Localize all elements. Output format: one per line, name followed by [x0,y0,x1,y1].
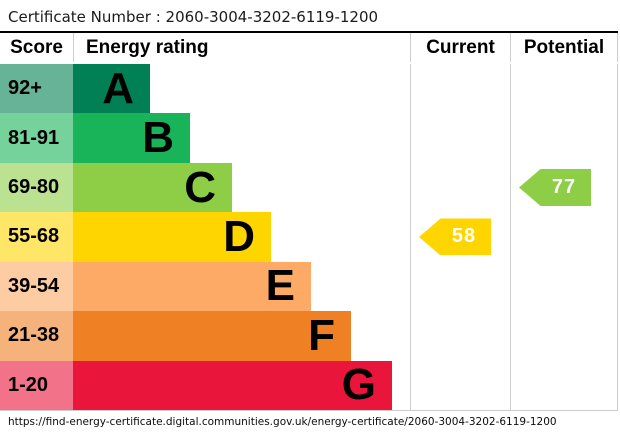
potential-cell [510,64,618,114]
current-cell [410,360,510,410]
band-score-cell: 69-80 [0,162,73,213]
potential-value: 77 [551,176,577,199]
band-row-c: 69-80 C 77 [0,162,618,213]
band-bar-area: D [73,211,410,262]
column-header-current: Current [410,33,510,62]
band-bar-area: C [73,162,410,213]
band-score-label: 21-38 [8,324,60,347]
band-bar: A [73,63,150,114]
band-score-cell: 39-54 [0,261,73,312]
current-value: 58 [451,225,477,248]
current-cell [410,311,510,361]
band-score-cell: 92+ [0,64,73,114]
band-score-label: 69-80 [8,176,60,199]
certificate-number: Certificate Number : 2060-3004-3202-6119… [8,8,379,26]
band-score-label: 1-20 [8,373,49,396]
band-bar-area: B [73,113,410,163]
potential-cell: 77 [510,162,618,213]
band-letter: A [102,63,134,113]
band-letter: D [223,211,255,261]
band-bar: F [73,310,351,361]
band-score-cell: 1-20 [0,360,73,410]
rating-bands: 92+ A 81-91 B 69-80 C 77 5 [0,64,618,410]
potential-cell [510,261,618,312]
band-bar: C [73,162,232,213]
band-score-label: 92+ [8,77,42,100]
band-row-g: 1-20 G [0,360,618,410]
current-cell [410,64,510,114]
band-score-label: 81-91 [8,126,60,149]
band-bar: G [73,360,392,410]
current-cell [410,162,510,213]
band-row-f: 21-38 F [0,310,618,361]
table-header-row: Score Energy rating Current Potential [0,33,618,64]
band-score-cell: 81-91 [0,113,73,163]
band-letter: G [341,360,376,410]
band-letter: C [184,162,216,212]
band-bar: B [73,113,190,163]
potential-arrow: 77 [519,169,591,207]
band-row-b: 81-91 B [0,113,618,163]
band-bar-area: E [73,261,410,312]
current-cell [410,113,510,163]
band-row-d: 55-68 D 58 [0,211,618,262]
band-row-a: 92+ A [0,63,618,114]
band-bar-area: A [73,63,410,114]
current-cell [410,261,510,312]
potential-cell [510,113,618,163]
band-row-e: 39-54 E [0,261,618,312]
current-cell: 58 [410,212,510,262]
band-bar: D [73,211,271,262]
band-bar: E [73,261,311,312]
potential-cell [510,212,618,262]
band-score-label: 55-68 [8,225,60,248]
column-header-potential: Potential [510,33,618,62]
epc-rating-table: Score Energy rating Current Potential 92… [0,31,618,411]
certificate-url: https://find-energy-certificate.digital.… [8,416,557,428]
band-score-cell: 21-38 [0,311,73,361]
column-header-score: Score [10,36,63,58]
potential-cell [510,360,618,410]
band-bar-area: F [73,310,410,361]
band-score-label: 39-54 [8,274,60,297]
current-arrow: 58 [419,218,491,256]
band-letter: B [142,113,174,163]
potential-cell [510,311,618,361]
band-letter: E [265,261,295,311]
band-bar-area: G [73,360,410,410]
column-header-energy-rating: Energy rating [73,33,410,62]
band-letter: F [308,310,335,360]
band-score-cell: 55-68 [0,212,73,262]
